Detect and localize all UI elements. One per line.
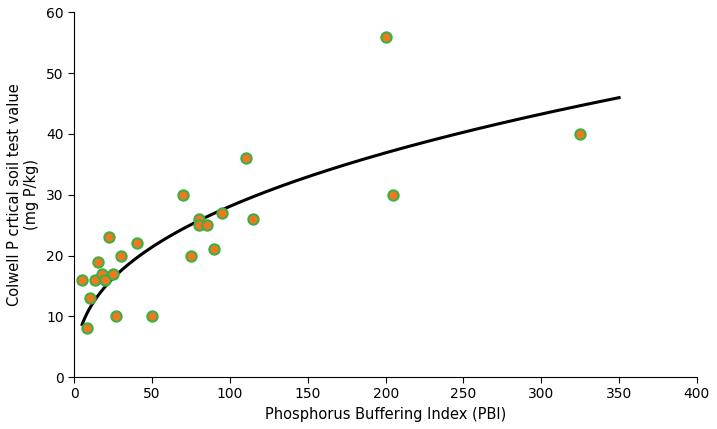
Point	[92, 258, 103, 265]
Point	[97, 270, 108, 277]
Point	[217, 209, 228, 216]
Point	[77, 276, 88, 283]
Y-axis label: Colwell P crtical soil test value
(mg P/kg): Colwell P crtical soil test value (mg P/…	[7, 83, 39, 306]
Point	[89, 276, 100, 283]
Point	[209, 246, 220, 253]
Point	[81, 325, 92, 332]
Point	[574, 130, 586, 137]
Point	[239, 155, 251, 162]
Point	[247, 216, 259, 223]
Point	[178, 191, 189, 198]
Point	[110, 313, 122, 320]
Point	[193, 222, 204, 229]
Point	[146, 313, 158, 320]
Point	[193, 216, 204, 223]
Point	[185, 252, 196, 259]
X-axis label: Phosphorus Buffering Index (PBI): Phosphorus Buffering Index (PBI)	[265, 407, 506, 422]
Point	[388, 191, 399, 198]
Point	[84, 295, 95, 302]
Point	[100, 276, 111, 283]
Point	[201, 222, 212, 229]
Point	[131, 240, 143, 247]
Point	[103, 234, 114, 241]
Point	[108, 270, 119, 277]
Point	[380, 33, 391, 40]
Point	[115, 252, 127, 259]
